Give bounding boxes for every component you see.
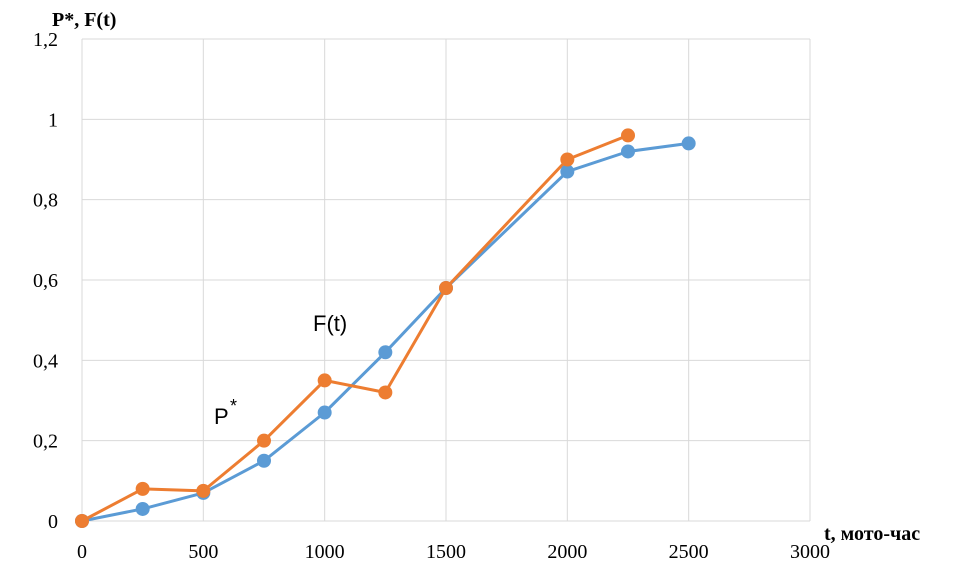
- data-point-F: [560, 164, 575, 179]
- y-tick-label: 1,2: [33, 29, 58, 51]
- y-tick-label: 0,2: [33, 431, 58, 453]
- data-point-P: [196, 483, 211, 498]
- data-point-P: [75, 514, 89, 528]
- x-tick-label: 2500: [669, 541, 709, 563]
- x-tick-label: 2000: [547, 541, 587, 563]
- y-tick-label: 1: [48, 109, 58, 131]
- data-point-P: [560, 152, 575, 167]
- data-point-P: [378, 385, 393, 400]
- y-tick-label: 0,4: [33, 350, 58, 372]
- x-axis-label: t, мото-час: [824, 523, 920, 545]
- y-tick-label: 0: [48, 511, 58, 533]
- annotation-p-label: P: [214, 404, 229, 429]
- data-point-F: [135, 501, 150, 516]
- x-tick-label: 0: [77, 541, 87, 563]
- x-tick-label: 3000: [790, 541, 830, 563]
- data-point-P: [135, 481, 150, 496]
- data-point-P: [439, 281, 453, 296]
- annotation-f-label: F(t): [313, 311, 347, 336]
- annotation-p-sup: *: [230, 396, 237, 416]
- x-axis-ticks: 0 500 1000 1500 2000 2500 3000: [77, 541, 830, 563]
- data-point-F: [621, 144, 635, 159]
- data-point-P: [257, 433, 271, 448]
- data-point-F: [317, 405, 332, 420]
- data-point-F: [257, 453, 271, 468]
- x-tick-label: 1000: [305, 541, 345, 563]
- series-line-F: [81, 141, 689, 523]
- data-point-F: [681, 136, 696, 151]
- x-tick-label: 500: [188, 541, 218, 563]
- y-tick-label: 0,6: [33, 270, 58, 292]
- y-axis-label: P*, F(t): [52, 9, 116, 31]
- data-point-P: [621, 128, 635, 143]
- x-tick-label: 1500: [426, 541, 466, 563]
- grid: [81, 38, 811, 522]
- series-group: [75, 128, 696, 528]
- data-point-F: [378, 345, 393, 360]
- y-axis-ticks: 0 0,2 0,4 0,6 0,8 1 1,2: [33, 29, 58, 533]
- y-tick-label: 0,8: [33, 190, 58, 212]
- data-point-P: [317, 373, 332, 388]
